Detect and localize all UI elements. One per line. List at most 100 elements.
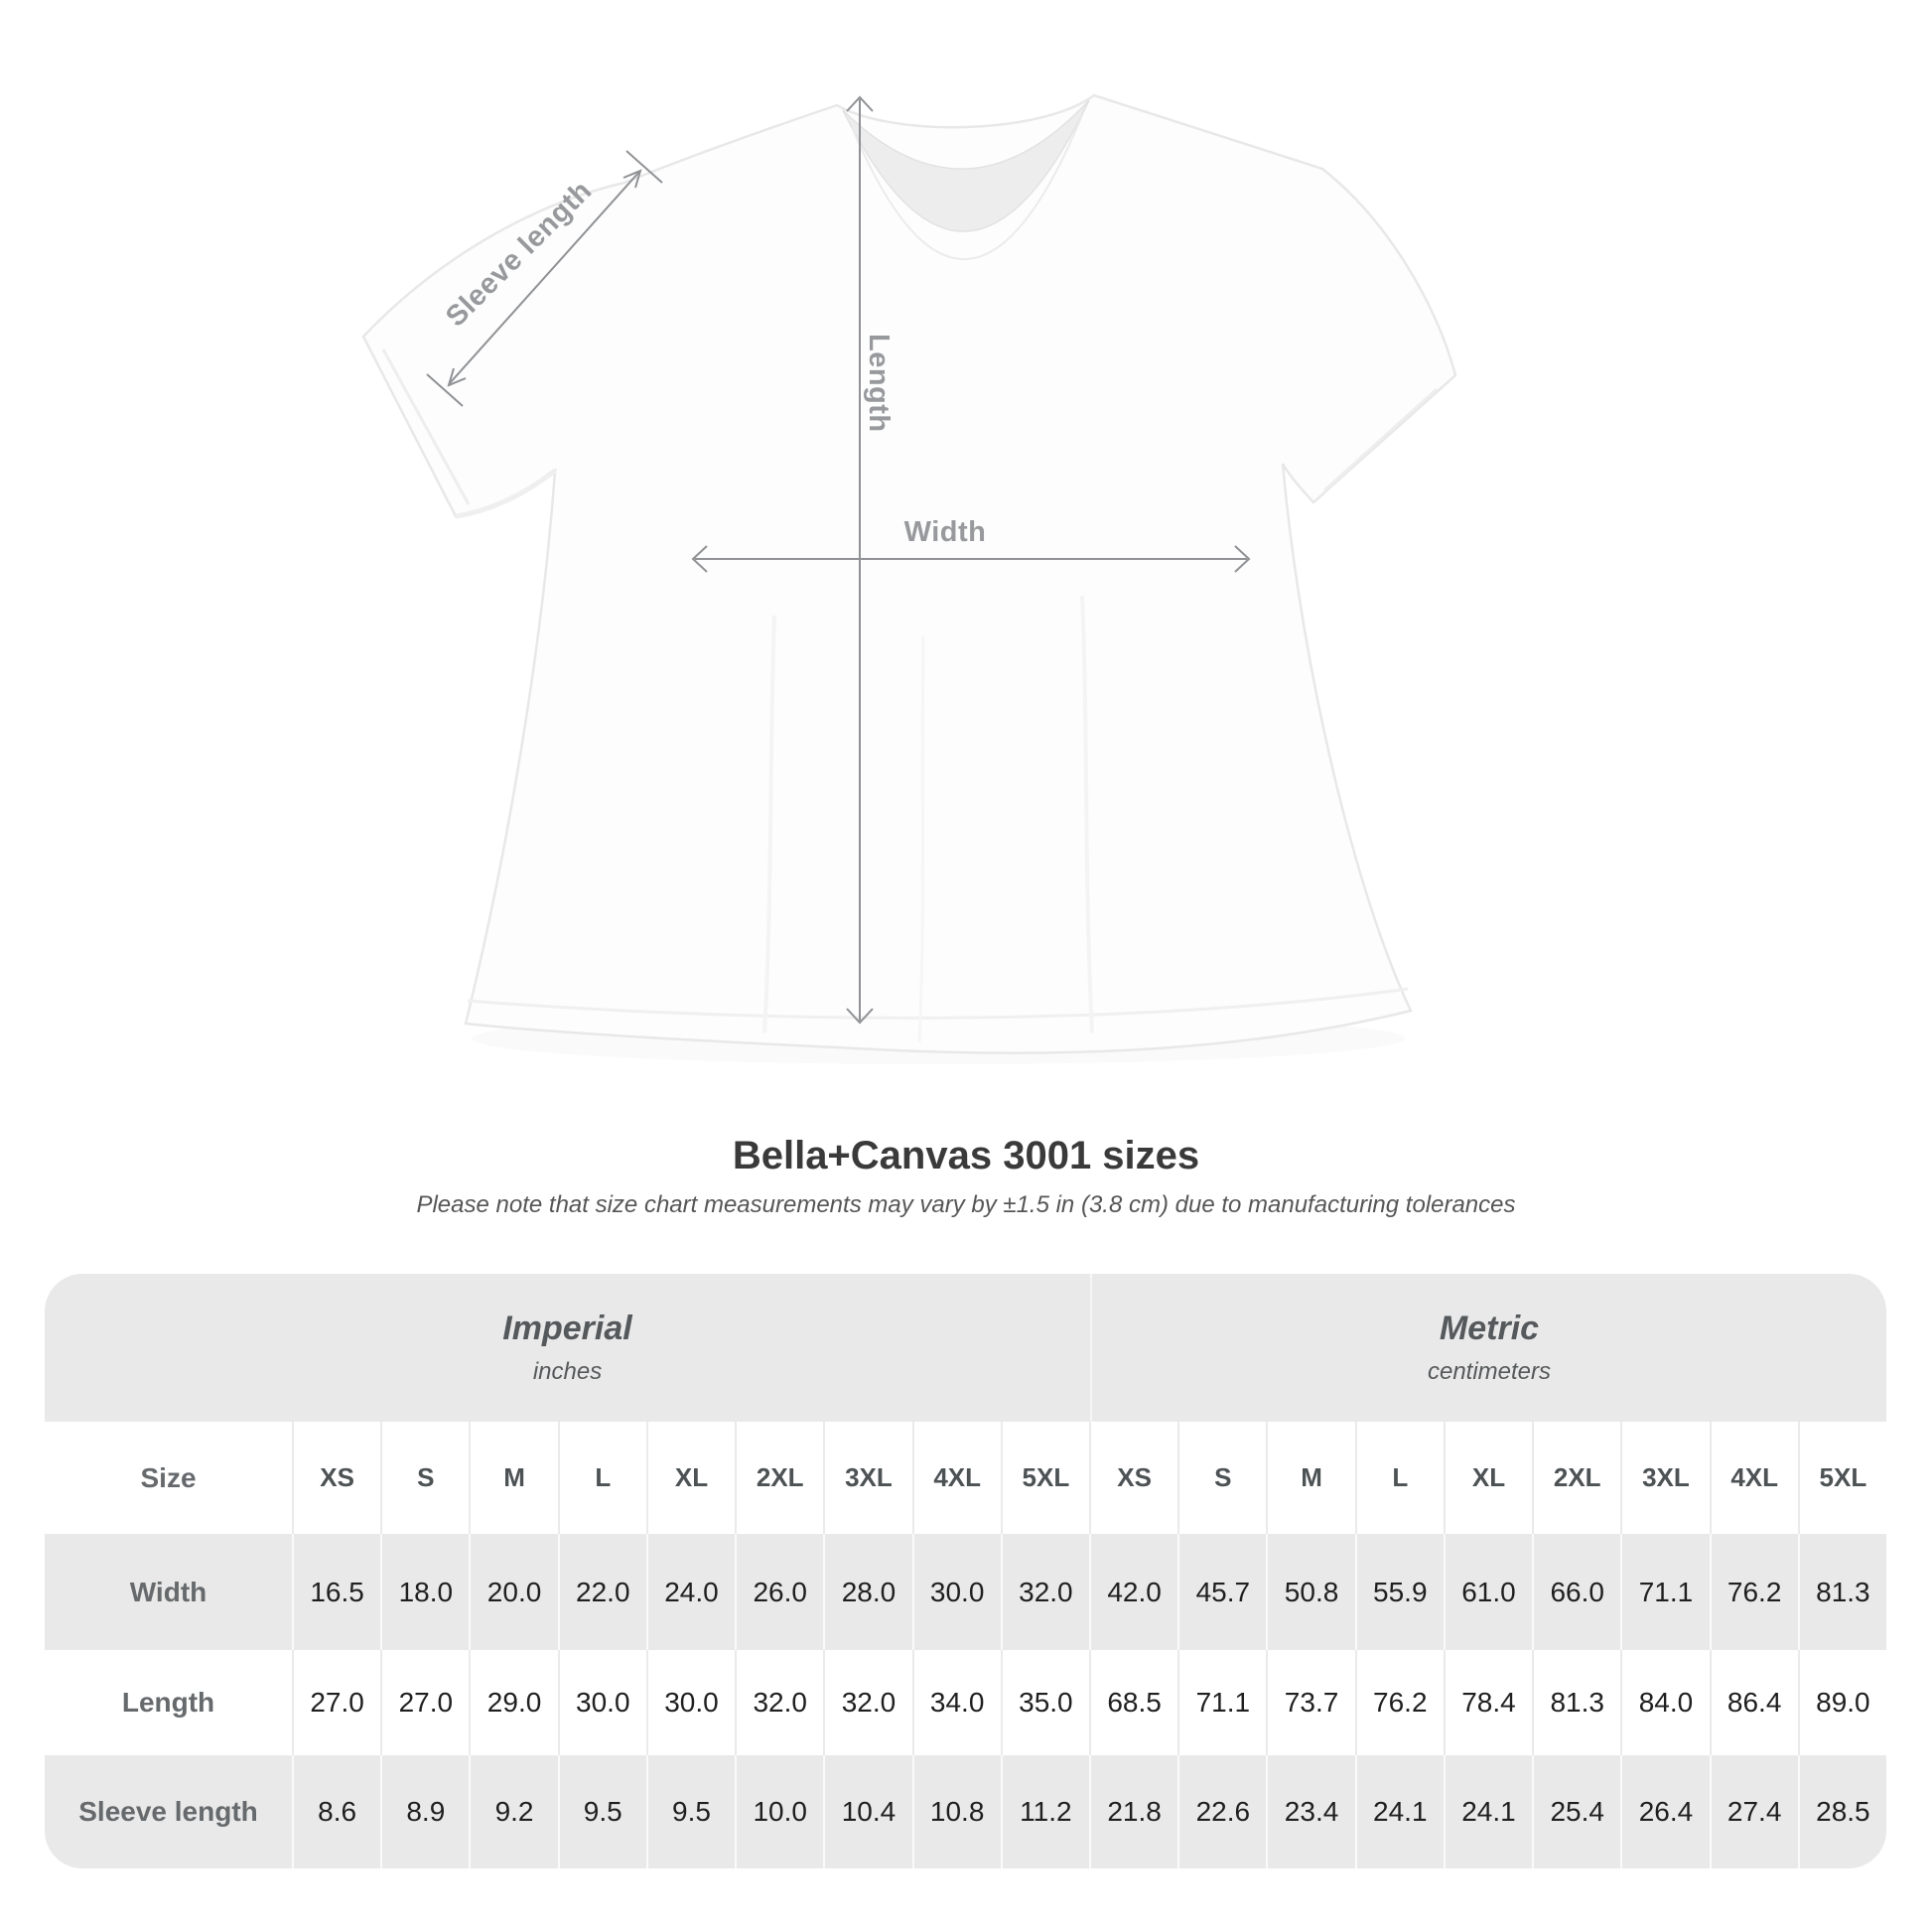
table-cell: 84.0 <box>1620 1650 1709 1755</box>
table-cell: 25.4 <box>1532 1755 1620 1868</box>
length-label: Length <box>863 334 895 433</box>
table-cell: 26.0 <box>735 1534 823 1650</box>
page-subtitle: Please note that size chart measurements… <box>416 1191 1516 1218</box>
tshirt-photo <box>361 93 1457 1054</box>
imperial-title: Imperial <box>502 1310 632 1347</box>
table-cell: 89.0 <box>1797 1650 1886 1755</box>
width-label: Width <box>903 516 987 548</box>
table-cell: 9.2 <box>469 1755 557 1868</box>
table-cell: 23.4 <box>1266 1755 1354 1868</box>
size-header: XS <box>1088 1422 1177 1534</box>
size-header: L <box>557 1422 646 1534</box>
body-crease <box>917 634 925 1043</box>
table-cell: 11.2 <box>1000 1755 1089 1868</box>
right-cuff-fold <box>1322 387 1439 492</box>
sleeve-length-arrow <box>426 150 663 407</box>
table-cell: 24.0 <box>645 1534 735 1650</box>
metric-unit: centimeters <box>1427 1358 1552 1385</box>
table-cell: 68.5 <box>1088 1650 1177 1755</box>
size-header: 3XL <box>823 1422 911 1534</box>
table-cell: 28.5 <box>1797 1755 1886 1868</box>
body-crease <box>1080 595 1094 1034</box>
metric-header: Metric centimeters <box>1090 1274 1886 1422</box>
table-cell: 30.0 <box>645 1650 735 1755</box>
table-cell: 32.0 <box>823 1650 911 1755</box>
width-row: Width 16.5 18.0 20.0 22.0 24.0 26.0 28.0… <box>45 1534 1886 1650</box>
width-arrow <box>691 545 1251 573</box>
size-header: S <box>1177 1422 1266 1534</box>
row-label-width: Width <box>129 1576 207 1607</box>
tshirt-figure: Sleeve length Length Width <box>361 93 1457 1054</box>
sleeve-length-row: Sleeve length 8.6 8.9 9.2 9.5 9.5 10.0 1… <box>45 1755 1886 1868</box>
table-cell: 61.0 <box>1443 1534 1532 1650</box>
size-header: XL <box>1443 1422 1532 1534</box>
left-underarm-crease <box>455 469 557 519</box>
size-header: M <box>1266 1422 1354 1534</box>
table-cell: 20.0 <box>469 1534 557 1650</box>
table-cell: 50.8 <box>1266 1534 1354 1650</box>
table-cell: 34.0 <box>911 1650 1001 1755</box>
table-cell: 29.0 <box>469 1650 557 1755</box>
table-cell: 81.3 <box>1797 1534 1886 1650</box>
table-cell: 32.0 <box>1000 1534 1089 1650</box>
table-cell: 22.6 <box>1177 1755 1266 1868</box>
table-cell: 71.1 <box>1177 1650 1266 1755</box>
table-cell: 10.8 <box>911 1755 1001 1868</box>
table-cell: 9.5 <box>645 1755 735 1868</box>
size-header: 2XL <box>735 1422 823 1534</box>
table-cell: 55.9 <box>1354 1534 1444 1650</box>
hem-fold <box>467 987 1409 1020</box>
collar-seam <box>851 114 1083 260</box>
table-cell: 10.0 <box>735 1755 823 1868</box>
table-cell: 8.9 <box>380 1755 469 1868</box>
table-cell: 86.4 <box>1709 1650 1798 1755</box>
size-column-header: Size <box>140 1461 197 1493</box>
table-cell: 66.0 <box>1532 1534 1620 1650</box>
metric-title: Metric <box>1439 1310 1540 1347</box>
size-table: Imperial inches Metric centimeters Size … <box>45 1274 1886 1868</box>
row-label-length: Length <box>121 1687 215 1718</box>
size-header: S <box>380 1422 469 1534</box>
table-cell: 42.0 <box>1088 1534 1177 1650</box>
size-header: 3XL <box>1620 1422 1709 1534</box>
table-cell: 35.0 <box>1000 1650 1089 1755</box>
length-row: Length 27.0 27.0 29.0 30.0 30.0 32.0 32.… <box>45 1650 1886 1755</box>
size-header: 5XL <box>1000 1422 1089 1534</box>
table-cell: 78.4 <box>1443 1650 1532 1755</box>
size-header: 4XL <box>1709 1422 1798 1534</box>
table-cell: 26.4 <box>1620 1755 1709 1868</box>
table-cell: 30.0 <box>557 1650 646 1755</box>
table-cell: 76.2 <box>1354 1650 1444 1755</box>
size-header: M <box>469 1422 557 1534</box>
size-header: 5XL <box>1797 1422 1886 1534</box>
unit-header-band: Imperial inches Metric centimeters <box>45 1274 1886 1422</box>
size-header: L <box>1354 1422 1444 1534</box>
left-cuff-fold <box>381 348 471 505</box>
size-header: 4XL <box>911 1422 1001 1534</box>
imperial-header: Imperial inches <box>45 1274 1090 1422</box>
table-cell: 24.1 <box>1354 1755 1444 1868</box>
table-cell: 27.0 <box>292 1650 380 1755</box>
table-cell: 30.0 <box>911 1534 1001 1650</box>
table-cell: 76.2 <box>1709 1534 1798 1650</box>
table-cell: 73.7 <box>1266 1650 1354 1755</box>
page-title: Bella+Canvas 3001 sizes <box>732 1134 1200 1177</box>
neck-opening <box>842 99 1090 232</box>
table-cell: 18.0 <box>380 1534 469 1650</box>
table-cell: 32.0 <box>735 1650 823 1755</box>
table-cell: 8.6 <box>292 1755 380 1868</box>
size-header-row: Size XS S M L XL 2XL 3XL 4XL 5XL XS S M … <box>45 1422 1886 1534</box>
imperial-unit: inches <box>532 1358 603 1385</box>
size-header: XL <box>645 1422 735 1534</box>
row-label-sleeve-length: Sleeve length <box>78 1796 258 1827</box>
table-cell: 21.8 <box>1088 1755 1177 1868</box>
size-header: 2XL <box>1532 1422 1620 1534</box>
table-cell: 81.3 <box>1532 1650 1620 1755</box>
size-header: XS <box>292 1422 380 1534</box>
tshirt-outline <box>361 93 1457 1054</box>
table-cell: 9.5 <box>557 1755 646 1868</box>
table-cell: 28.0 <box>823 1534 911 1650</box>
table-cell: 71.1 <box>1620 1534 1709 1650</box>
table-cell: 24.1 <box>1443 1755 1532 1868</box>
